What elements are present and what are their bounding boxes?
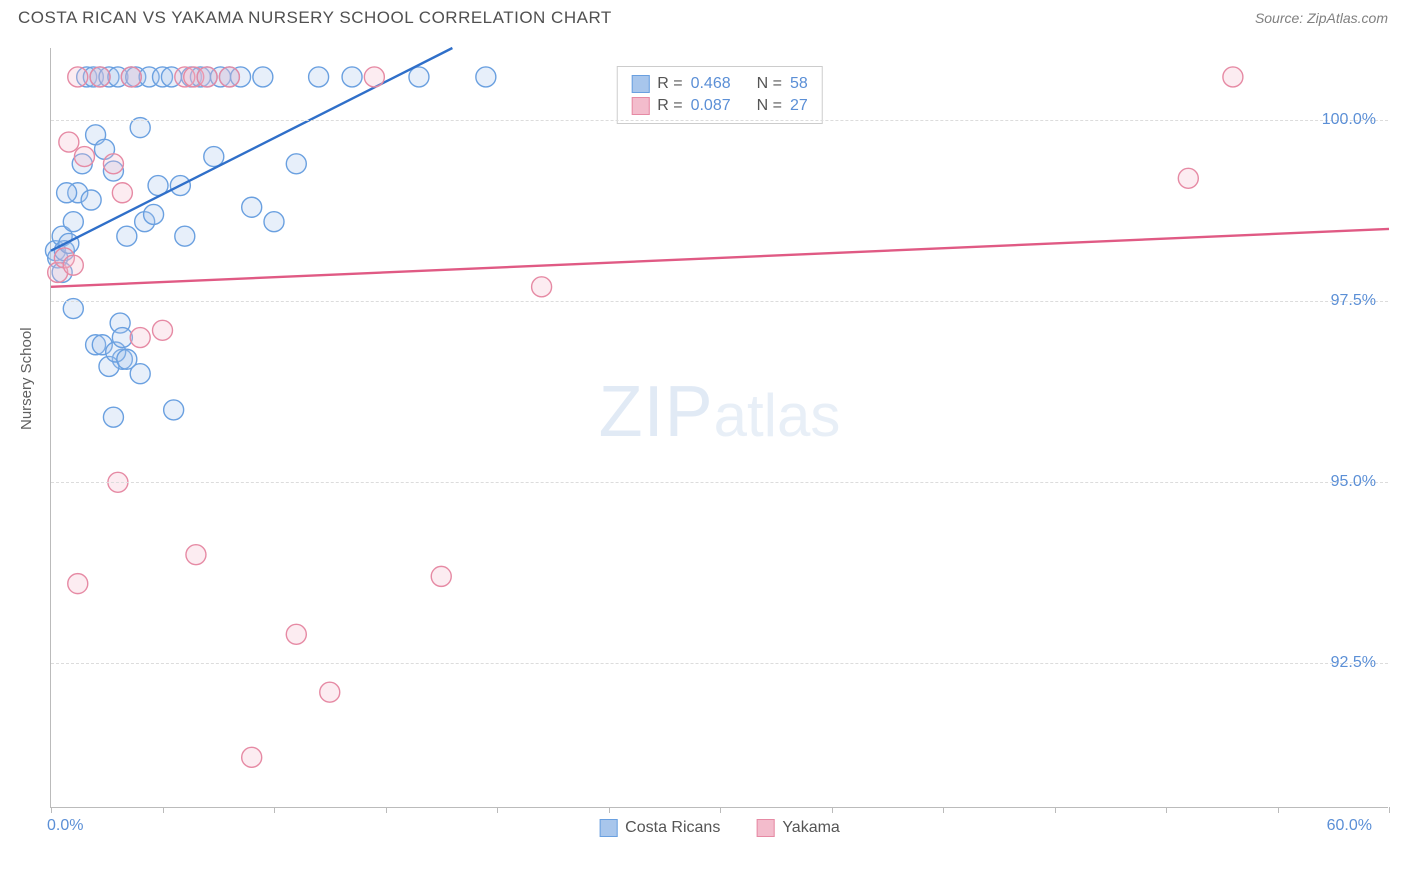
data-point	[175, 226, 195, 246]
data-point	[364, 67, 384, 87]
x-tick-mark	[497, 807, 498, 813]
chart-title: COSTA RICAN VS YAKAMA NURSERY SCHOOL COR…	[18, 8, 612, 28]
data-point	[186, 545, 206, 565]
data-point	[112, 328, 132, 348]
data-point	[81, 190, 101, 210]
x-tick-mark	[1389, 807, 1390, 813]
data-point	[476, 67, 496, 87]
x-tick-mark	[943, 807, 944, 813]
x-tick-mark	[609, 807, 610, 813]
x-tick-min: 0.0%	[47, 817, 83, 835]
y-tick-label: 100.0%	[1322, 111, 1376, 129]
gridline	[51, 663, 1388, 664]
data-point	[431, 566, 451, 586]
data-point	[409, 67, 429, 87]
data-point	[103, 154, 123, 174]
data-point	[144, 204, 164, 224]
x-tick-mark	[386, 807, 387, 813]
data-point	[103, 407, 123, 427]
data-point	[68, 574, 88, 594]
x-tick-mark	[832, 807, 833, 813]
data-point	[74, 147, 94, 167]
data-point	[286, 624, 306, 644]
data-point	[1178, 168, 1198, 188]
chart-header: COSTA RICAN VS YAKAMA NURSERY SCHOOL COR…	[0, 0, 1406, 32]
legend-row-costa-ricans: R = 0.468 N = 58	[631, 73, 808, 95]
x-tick-mark	[274, 807, 275, 813]
gridline	[51, 482, 1388, 483]
data-point	[57, 183, 77, 203]
data-point	[121, 67, 141, 87]
data-point	[112, 183, 132, 203]
data-point	[342, 67, 362, 87]
x-tick-mark	[1166, 807, 1167, 813]
y-axis-label: Nursery School	[18, 327, 35, 430]
data-point	[153, 320, 173, 340]
y-tick-label: 92.5%	[1331, 654, 1376, 672]
swatch-costa-ricans	[599, 819, 617, 837]
series-legend: Costa Ricans Yakama	[599, 819, 840, 837]
swatch-costa-ricans	[631, 75, 649, 93]
gridline	[51, 120, 1388, 121]
data-point	[242, 747, 262, 767]
data-point	[309, 67, 329, 87]
y-tick-label: 95.0%	[1331, 473, 1376, 491]
data-point	[1223, 67, 1243, 87]
legend-item-yakama: Yakama	[756, 819, 840, 837]
data-point	[253, 67, 273, 87]
swatch-yakama	[631, 97, 649, 115]
plot-area: ZIPatlas R = 0.468 N = 58 R = 0.087 N = …	[50, 48, 1388, 808]
data-point	[117, 226, 137, 246]
data-point	[63, 255, 83, 275]
x-tick-mark	[51, 807, 52, 813]
source-label: Source: ZipAtlas.com	[1255, 10, 1388, 26]
data-point	[68, 67, 88, 87]
x-tick-mark	[1278, 807, 1279, 813]
x-tick-mark	[720, 807, 721, 813]
data-point	[264, 212, 284, 232]
data-point	[164, 400, 184, 420]
data-point	[90, 67, 110, 87]
data-point	[320, 682, 340, 702]
trend-line	[51, 229, 1389, 287]
y-tick-label: 97.5%	[1331, 292, 1376, 310]
legend-item-costa-ricans: Costa Ricans	[599, 819, 720, 837]
data-point	[130, 364, 150, 384]
data-point	[219, 67, 239, 87]
data-point	[130, 328, 150, 348]
data-point	[59, 132, 79, 152]
data-point	[242, 197, 262, 217]
data-point	[204, 147, 224, 167]
scatter-svg	[51, 48, 1388, 807]
data-point	[63, 212, 83, 232]
data-point	[286, 154, 306, 174]
swatch-yakama	[756, 819, 774, 837]
x-tick-mark	[163, 807, 164, 813]
gridline	[51, 301, 1388, 302]
x-tick-mark	[1055, 807, 1056, 813]
data-point	[532, 277, 552, 297]
legend-row-yakama: R = 0.087 N = 27	[631, 95, 808, 117]
correlation-legend: R = 0.468 N = 58 R = 0.087 N = 27	[616, 66, 823, 124]
x-tick-max: 60.0%	[1327, 817, 1372, 835]
data-point	[197, 67, 217, 87]
